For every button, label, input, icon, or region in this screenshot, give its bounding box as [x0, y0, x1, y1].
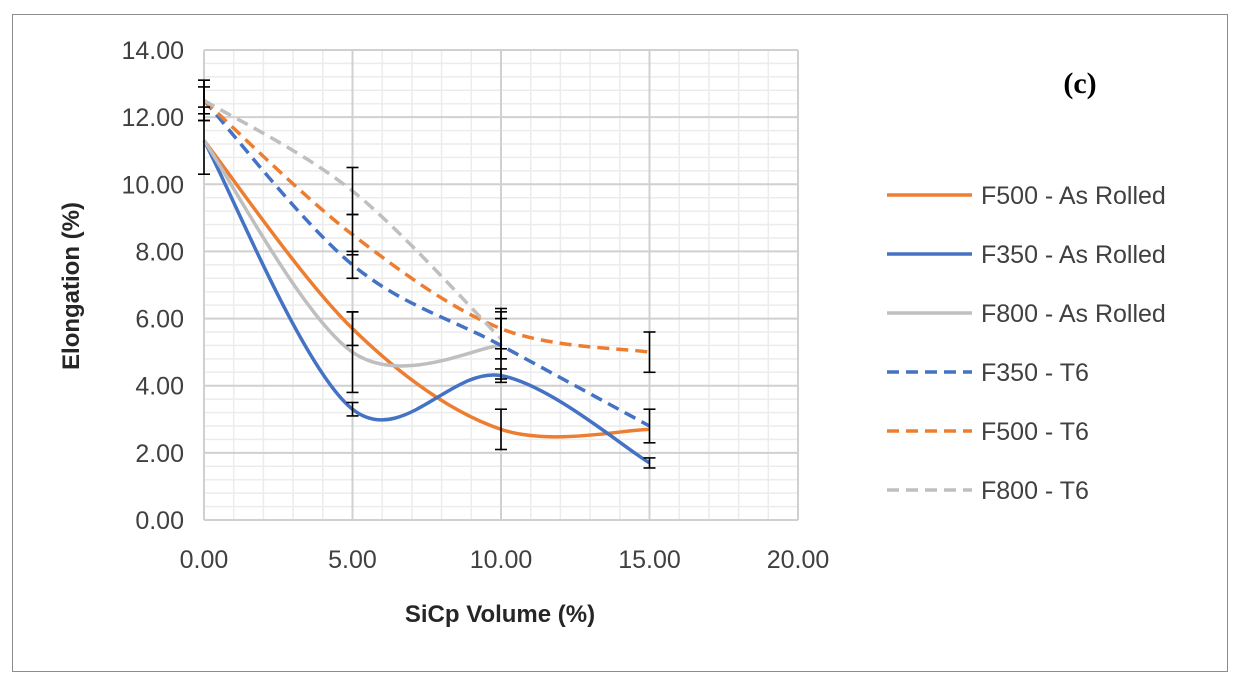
- y-axis-title: Elongation (%): [58, 202, 85, 370]
- y-tick-label: 0.00: [135, 507, 184, 535]
- legend-label: F500 - As Rolled: [981, 182, 1166, 210]
- x-axis-title: SiCp Volume (%): [405, 601, 595, 628]
- y-tick-label: 12.00: [121, 104, 184, 132]
- x-tick-label: 5.00: [328, 546, 377, 574]
- y-tick-label: 4.00: [135, 373, 184, 401]
- series-line-f350-t6: [202, 99, 651, 428]
- x-tick-label: 10.00: [470, 546, 533, 574]
- series-line-f800-as-rolled: [202, 139, 502, 368]
- series-line-f500-as-rolled: [202, 139, 650, 439]
- x-tick-label: 15.00: [618, 546, 681, 574]
- series-line-f500-t6: [202, 99, 650, 354]
- y-axis-ticks: 0.00 2.00 4.00 6.00 8.00 10.00 12.00 14.00: [121, 37, 184, 535]
- legend-item: F500 - As Rolled: [887, 182, 1166, 210]
- x-axis-ticks: 0.00 5.00 10.00 15.00 20.00: [180, 546, 830, 574]
- legend-label: F800 - T6: [981, 477, 1089, 505]
- legend-label: F800 - As Rolled: [981, 300, 1166, 328]
- series-lines: [202, 98, 651, 465]
- legend-item: F800 - T6: [887, 477, 1089, 505]
- x-tick-label: 0.00: [180, 546, 229, 574]
- y-tick-label: 8.00: [135, 238, 184, 266]
- y-tick-label: 10.00: [121, 171, 184, 199]
- series-line-f350-as-rolled: [202, 139, 651, 465]
- y-tick-label: 6.00: [135, 306, 184, 334]
- legend-item: F350 - As Rolled: [887, 241, 1166, 269]
- legend-item: F800 - As Rolled: [887, 300, 1166, 328]
- legend-label: F350 - As Rolled: [981, 241, 1166, 269]
- legend-label: F350 - T6: [981, 359, 1089, 387]
- y-tick-label: 14.00: [121, 37, 184, 65]
- x-tick-label: 20.00: [767, 546, 830, 574]
- legend-label: F500 - T6: [981, 418, 1089, 446]
- legend-item: F350 - T6: [887, 359, 1089, 387]
- panel-label: (c): [1063, 67, 1096, 100]
- legend: F500 - As Rolled F350 - As Rolled F800 - A…: [887, 182, 1166, 505]
- legend-item: F500 - T6: [887, 418, 1089, 446]
- y-tick-label: 2.00: [135, 440, 184, 468]
- error-bars: [198, 79, 656, 469]
